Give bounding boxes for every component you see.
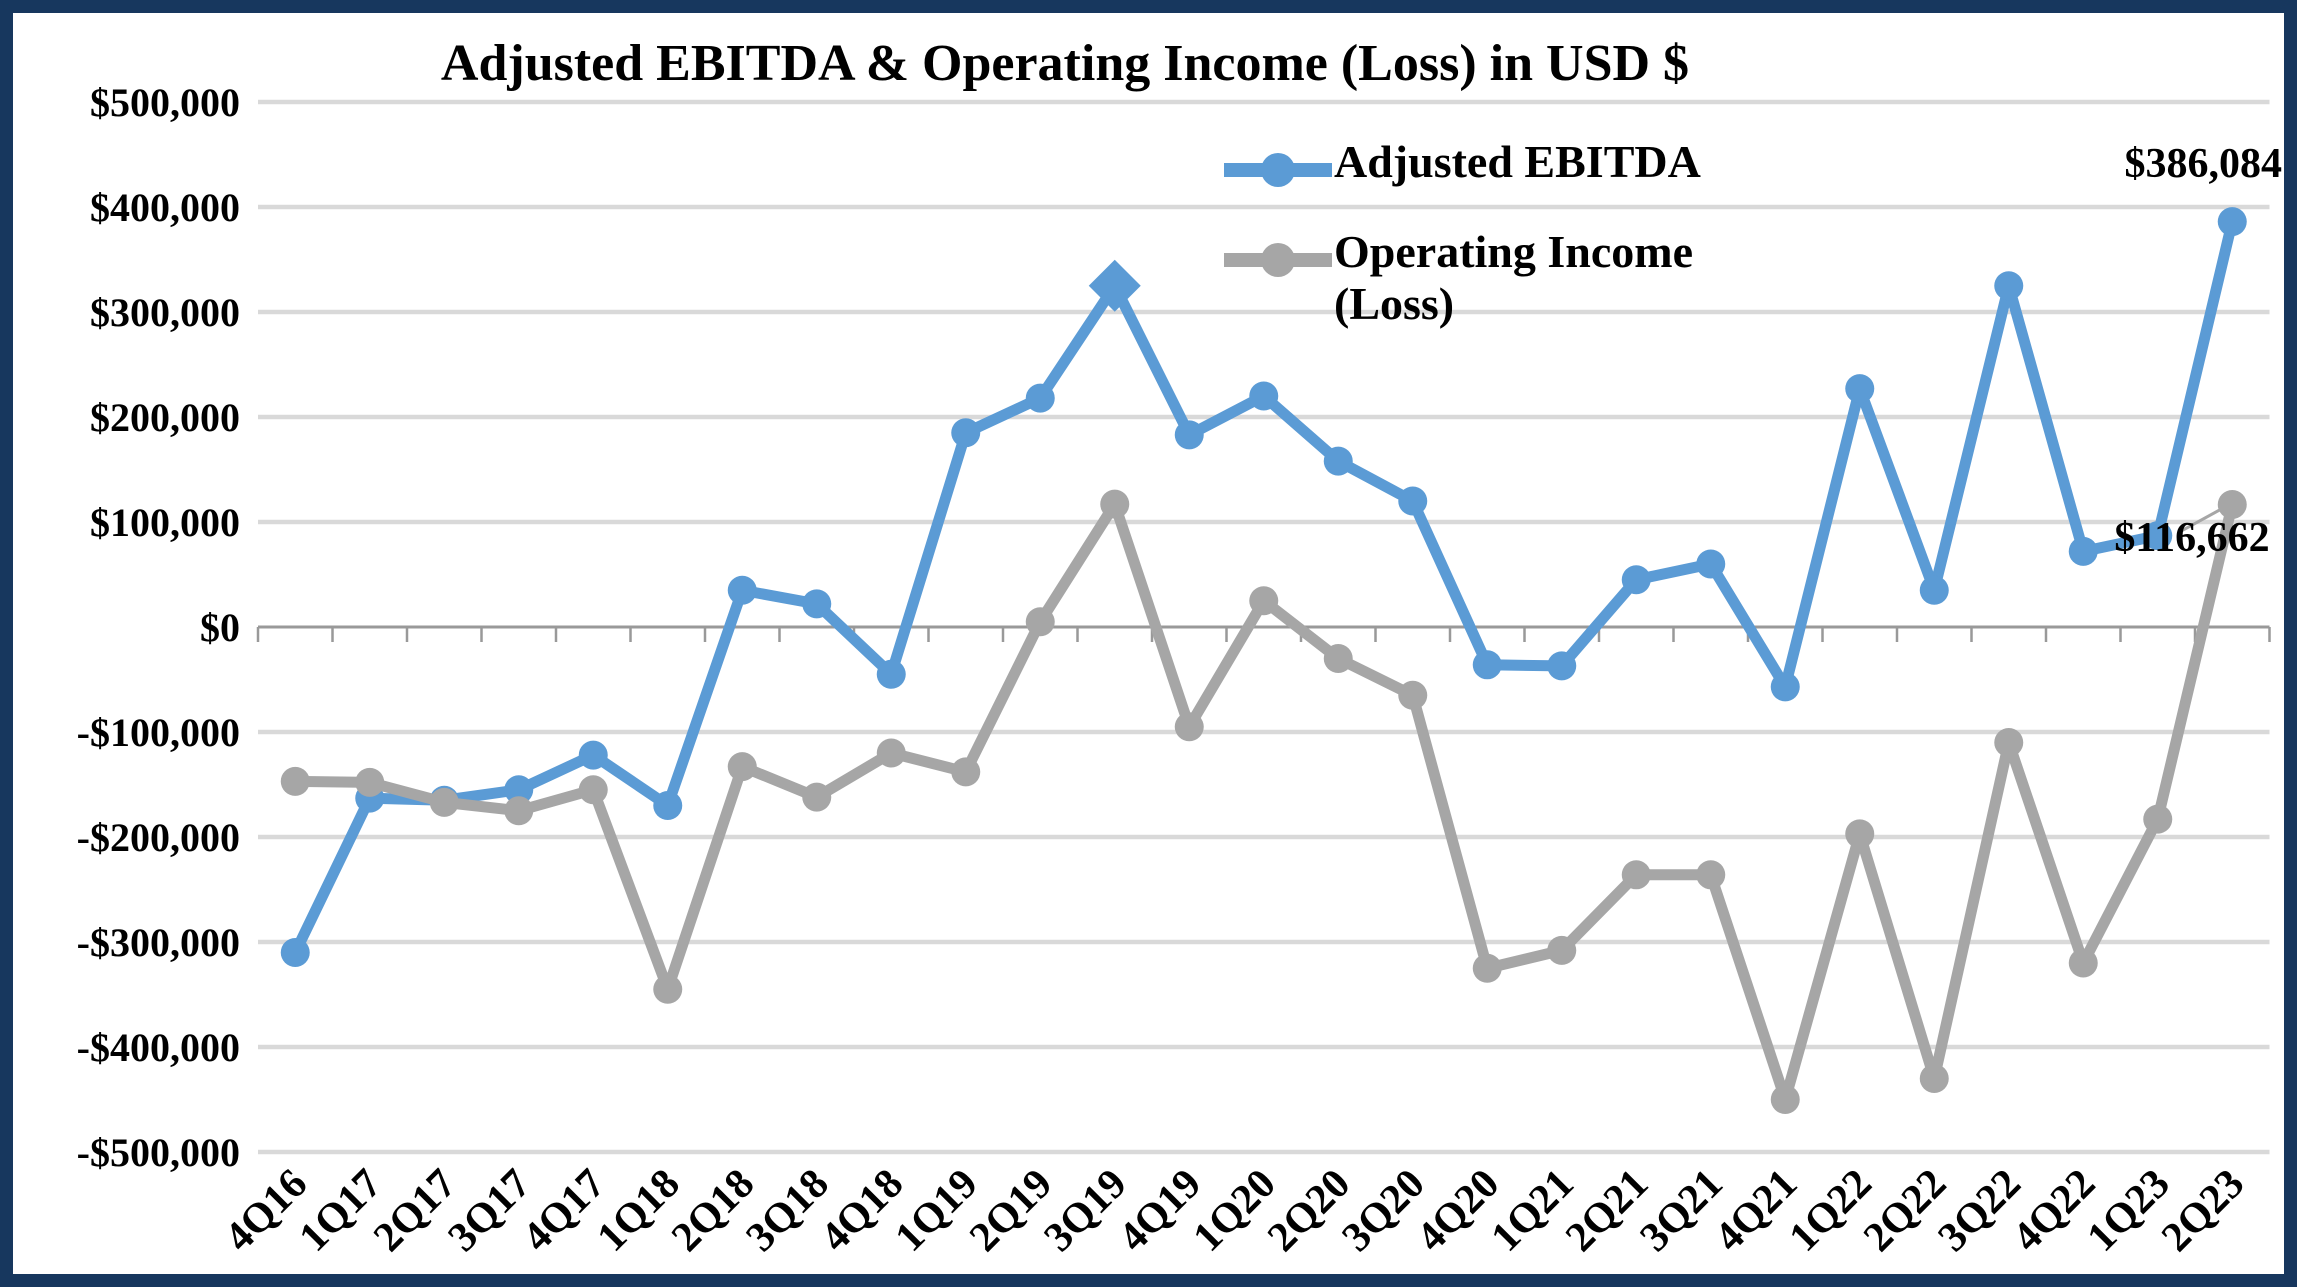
data-label-operating-income-2q23: $116,662 [2114,515,2270,561]
y-axis-label: -$300,000 [77,920,240,965]
data-point-operating-income-loss-1q18 [653,974,683,1004]
legend-item-operating-income: Operating Income (Loss) [1222,226,1724,329]
data-point-adjusted-ebitda-3q17 [504,775,534,805]
y-axis-label: $200,000 [90,395,240,440]
data-point-operating-income-loss-4q21 [1770,1085,1800,1114]
highlight-diamond-marker-3q19 [1088,259,1141,312]
y-axis-label: $100,000 [90,500,240,545]
legend-label-adjusted-ebitda: Adjusted EBITDA [1334,136,1701,187]
data-point-operating-income-loss-3q21 [1696,860,1726,890]
data-point-adjusted-ebitda-1q21 [1547,651,1577,681]
data-point-adjusted-ebitda-3q20 [1398,486,1428,516]
data-point-adjusted-ebitda-1q18 [653,791,683,820]
y-axis-label: $0 [200,605,240,650]
data-label-adjusted-ebitda-2q23: $386,084 [2124,141,2283,187]
data-point-adjusted-ebitda-2q22 [1919,575,1949,605]
data-point-operating-income-loss-1q22 [1845,819,1875,849]
data-point-operating-income-loss-1q21 [1547,935,1577,965]
data-point-adjusted-ebitda-4q17 [578,740,608,770]
data-point-operating-income-loss-3q20 [1398,680,1428,710]
data-point-adjusted-ebitda-2q23 [2217,207,2247,237]
data-point-adjusted-ebitda-4q22 [2068,536,2098,566]
y-axis-label: $400,000 [90,185,240,230]
data-point-adjusted-ebitda-2q20 [1323,446,1353,476]
legend-item-adjusted-ebitda: Adjusted EBITDA [1222,136,1701,190]
annotation-leader-line [2179,507,2223,533]
data-point-adjusted-ebitda-2q19 [1025,383,1055,413]
data-point-adjusted-ebitda-3q22 [1994,271,2024,301]
data-point-operating-income-loss-4q22 [2068,948,2098,978]
data-point-adjusted-ebitda-3q21 [1696,549,1726,579]
data-point-operating-income-loss-1q17 [355,767,385,797]
legend-swatch-adjusted-ebitda-icon [1224,153,1332,187]
data-point-operating-income-loss-2q18 [727,752,757,782]
y-axis-label: -$100,000 [77,710,240,755]
data-point-adjusted-ebitda-4q20 [1472,650,1502,680]
data-point-operating-income-loss-4q16 [280,766,310,796]
legend-label-operating-income: Operating Income (Loss) [1334,226,1694,329]
data-point-operating-income-loss-2q21 [1621,860,1651,890]
y-axis-label: $500,000 [90,80,240,125]
data-point-operating-income-loss-4q18 [876,738,906,768]
data-point-adjusted-ebitda-1q19 [951,418,981,448]
data-point-operating-income-loss-2q23 [2217,490,2247,520]
data-point-operating-income-loss-2q17 [429,787,459,817]
data-point-operating-income-loss-1q23 [2143,804,2173,834]
data-point-operating-income-loss-3q22 [1994,728,2024,757]
data-point-operating-income-loss-3q19 [1100,489,1130,519]
data-point-adjusted-ebitda-4q18 [876,659,906,689]
data-point-adjusted-ebitda-4q16 [280,938,310,967]
data-point-adjusted-ebitda-1q20 [1249,381,1279,411]
y-axis-label: -$200,000 [77,815,240,860]
legend-swatch-operating-income-icon [1224,243,1332,277]
data-point-operating-income-loss-2q20 [1323,644,1353,673]
data-point-adjusted-ebitda-3q18 [802,589,832,619]
data-point-operating-income-loss-3q17 [504,796,534,826]
data-point-operating-income-loss-4q19 [1174,712,1204,742]
data-point-operating-income-loss-4q20 [1472,953,1502,983]
y-axis-label: -$500,000 [77,1130,240,1175]
data-point-adjusted-ebitda-4q21 [1770,672,1800,702]
y-axis-label: $300,000 [90,290,240,335]
data-point-adjusted-ebitda-2q21 [1621,565,1651,595]
data-point-operating-income-loss-1q19 [951,757,981,787]
data-point-adjusted-ebitda-1q22 [1845,374,1875,404]
data-point-adjusted-ebitda-2q18 [727,575,757,605]
data-point-operating-income-loss-1q20 [1249,586,1279,616]
data-point-adjusted-ebitda-4q19 [1174,420,1204,450]
data-point-operating-income-loss-2q19 [1025,607,1055,637]
y-axis-label: -$400,000 [77,1025,240,1070]
data-point-adjusted-ebitda-1q23 [2143,521,2173,551]
chart-title: Adjusted EBITDA & Operating Income (Loss… [440,35,1690,92]
data-point-operating-income-loss-3q18 [802,782,832,812]
data-point-operating-income-loss-4q17 [578,775,608,805]
data-point-operating-income-loss-2q22 [1919,1064,1949,1093]
